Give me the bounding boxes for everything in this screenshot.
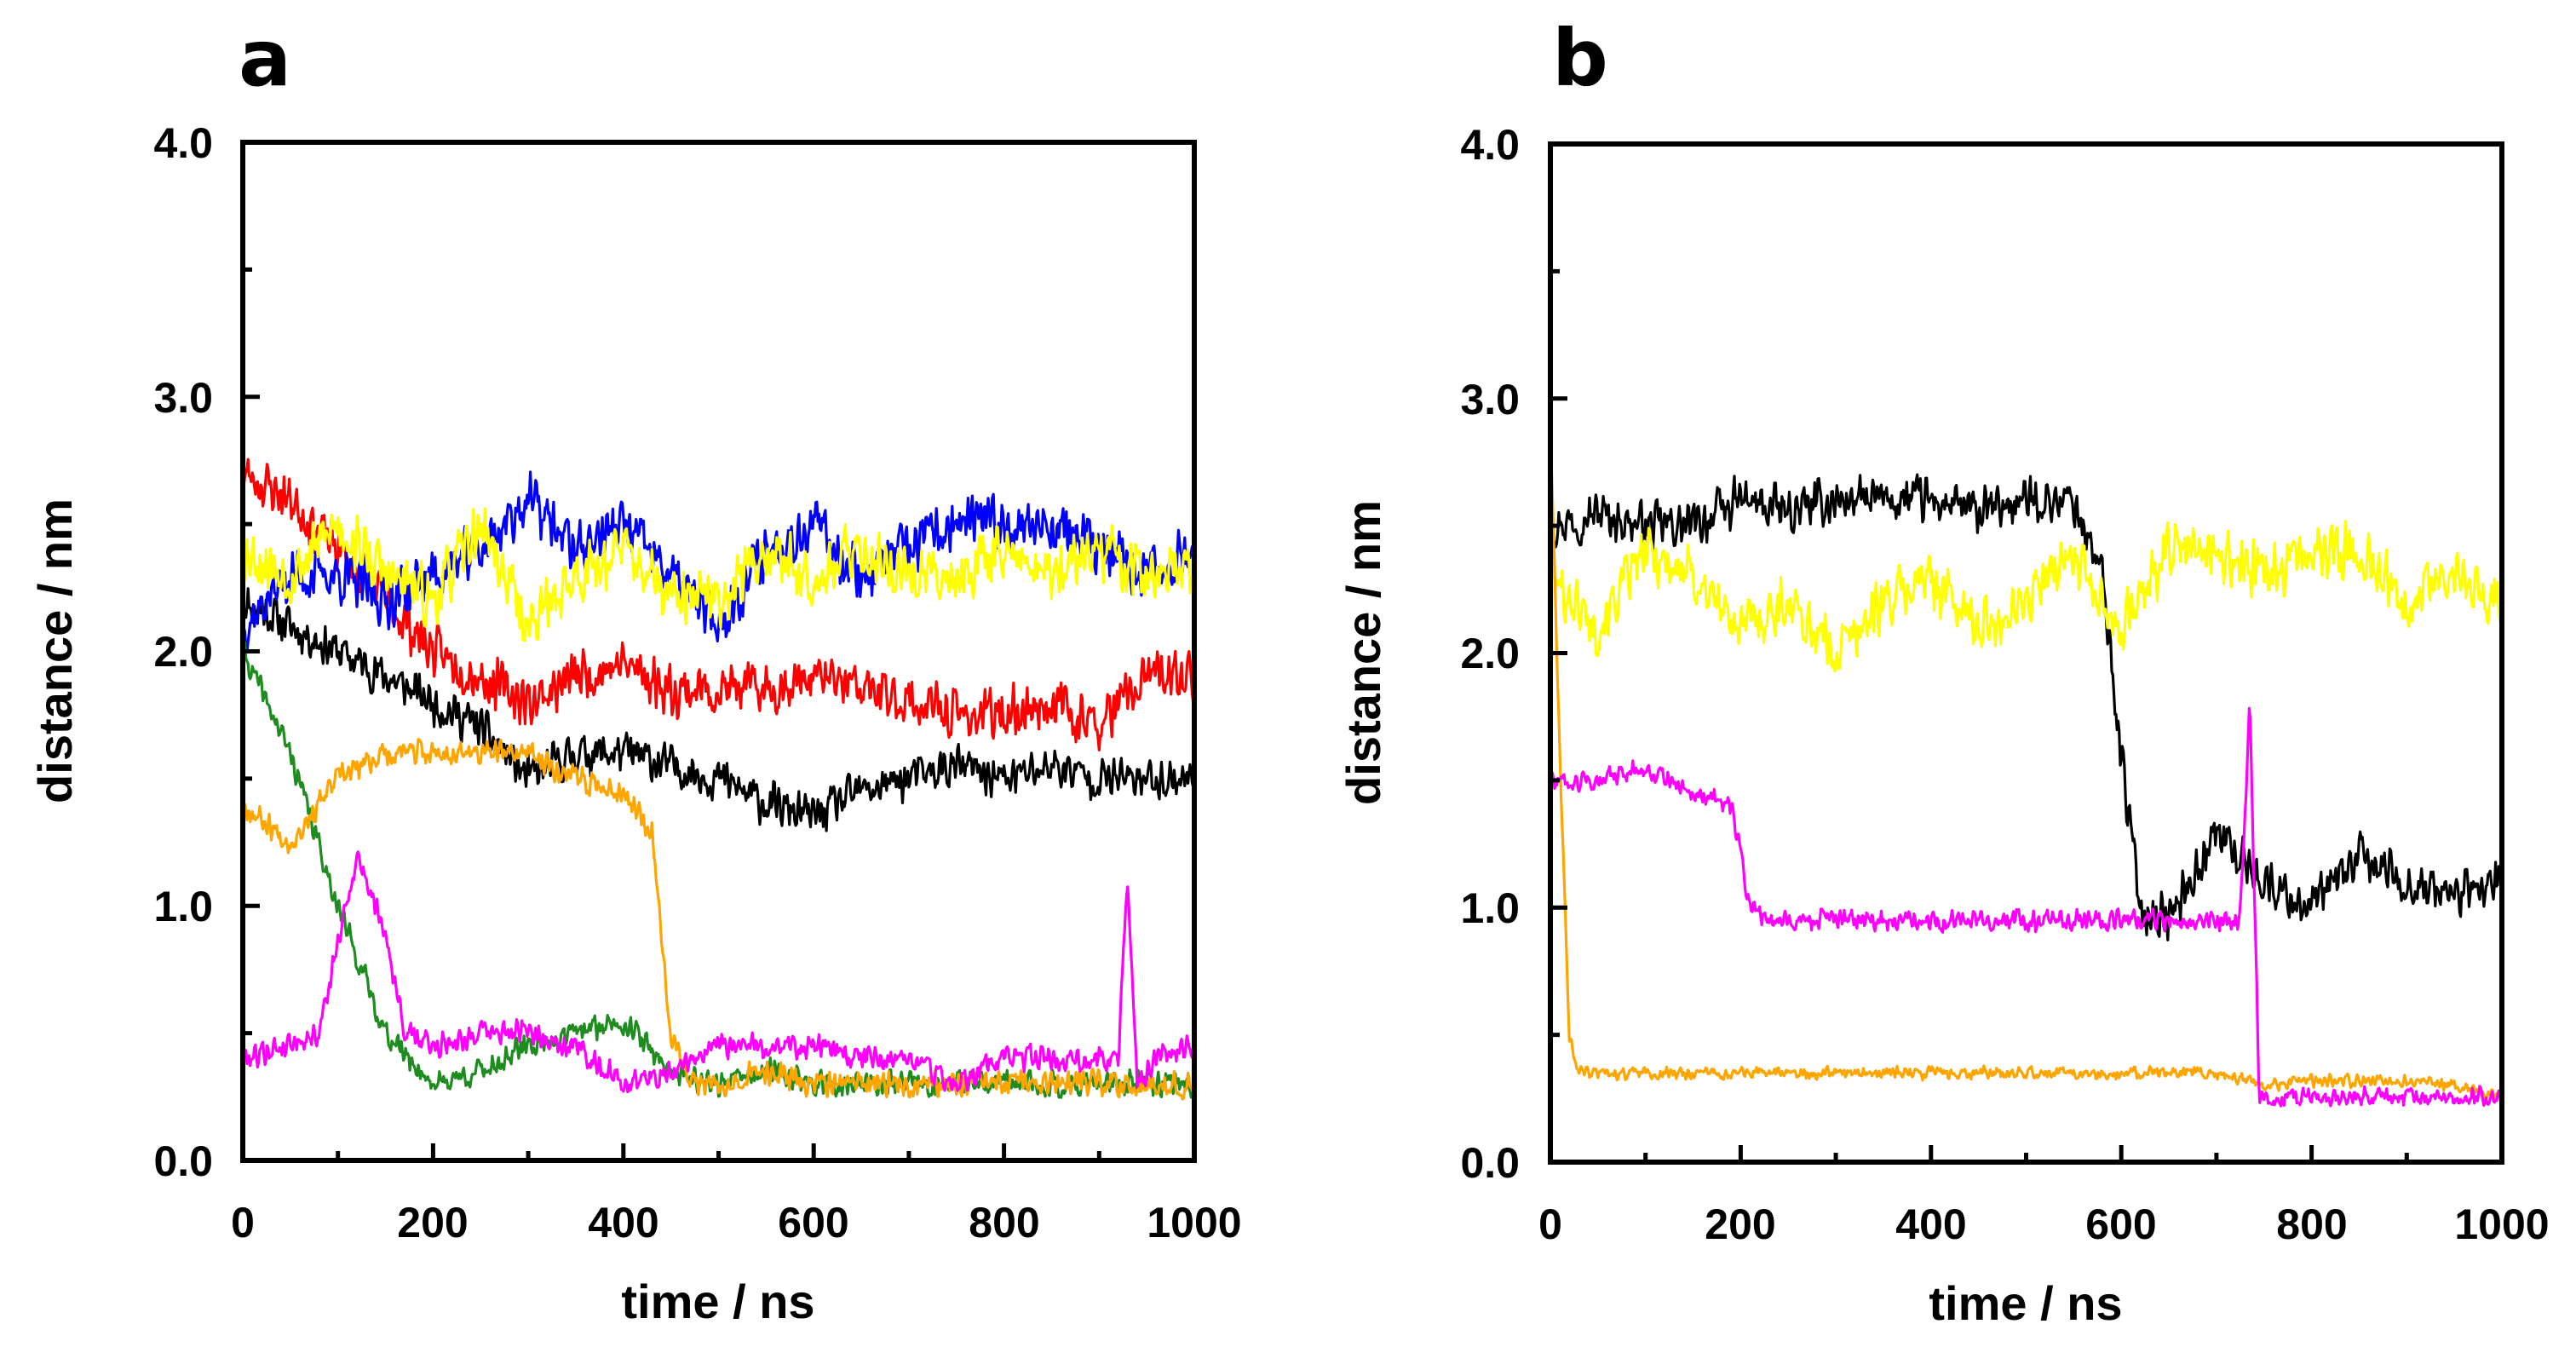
panel-a-x-tick-label: 400 <box>588 1199 658 1246</box>
panel-a-y-tick-label: 2.0 <box>153 628 213 676</box>
panel-a-y-axis-title: distance / nm <box>28 498 82 803</box>
panel-b-letter: b <box>1552 13 1608 104</box>
panel-b-series-magenta <box>1549 706 2504 1108</box>
panel-b-y-tick-label: 4.0 <box>1460 121 1520 169</box>
panel-a-series-orange <box>241 738 1196 1101</box>
panel-a-series-red <box>241 458 1196 752</box>
panel-b-series-yellow <box>1549 520 2504 673</box>
panel-b-y-tick-label: 0.0 <box>1460 1139 1520 1187</box>
panel-b-y-tick-label: 2.0 <box>1460 630 1520 677</box>
panel-b: b 0.0 1.0 2.0 3.0 4.0 0 200 400 600 800 … <box>1337 13 2550 1330</box>
panel-a-x-tick-label: 800 <box>969 1199 1039 1246</box>
panel-b-x-tick-label: 1000 <box>2454 1200 2549 1248</box>
panel-a-y-tick-label: 4.0 <box>153 119 213 167</box>
panel-b-x-tick-label: 600 <box>2085 1200 2156 1248</box>
panel-b-y-tick-label: 1.0 <box>1460 884 1520 932</box>
panel-a-y-tick-label: 3.0 <box>153 374 213 422</box>
panel-b-x-tick-label: 800 <box>2276 1200 2347 1248</box>
panel-a-x-tick-label: 600 <box>778 1199 848 1246</box>
panel-a-x-tick-label: 200 <box>397 1199 468 1246</box>
panel-b-y-tick-label: 3.0 <box>1460 376 1520 423</box>
panel-b-plot-frame <box>1548 141 2504 1165</box>
panel-a-y-tick-label: 0.0 <box>153 1137 213 1185</box>
panel-a-x-tick-label: 1000 <box>1147 1199 1241 1246</box>
panel-a-axis-ticks <box>240 140 1197 1163</box>
panel-b-series-group <box>1549 424 2504 1108</box>
panel-a: a 0.0 1.0 2.0 3.0 4.0 0 200 400 600 800 … <box>28 13 1242 1328</box>
panel-b-x-axis-title: time / ns <box>1929 1276 2122 1330</box>
panel-a-series-yellow <box>241 507 1196 642</box>
panel-a-x-tick-label: 0 <box>231 1199 255 1246</box>
panel-a-series-group <box>241 458 1196 1101</box>
panel-b-x-tick-label: 0 <box>1538 1200 1562 1248</box>
panel-b-x-tick-label: 400 <box>1895 1200 1966 1248</box>
panel-b-y-axis-title: distance / nm <box>1337 500 1390 805</box>
panel-a-y-tick-label: 1.0 <box>153 883 213 930</box>
panel-a-series-black <box>241 587 1196 832</box>
panel-a-series-blue <box>241 470 1196 653</box>
panel-a-letter: a <box>239 13 291 104</box>
panel-b-series-black <box>1549 473 2504 941</box>
panel-a-x-axis-title: time / ns <box>621 1275 814 1328</box>
panel-b-axis-ticks <box>1548 141 2504 1165</box>
panel-a-series-magenta <box>241 850 1196 1094</box>
panel-b-series-orange <box>1549 424 2504 1105</box>
panel-b-x-tick-label: 200 <box>1705 1200 1775 1248</box>
panel-a-plot-frame <box>240 140 1197 1163</box>
